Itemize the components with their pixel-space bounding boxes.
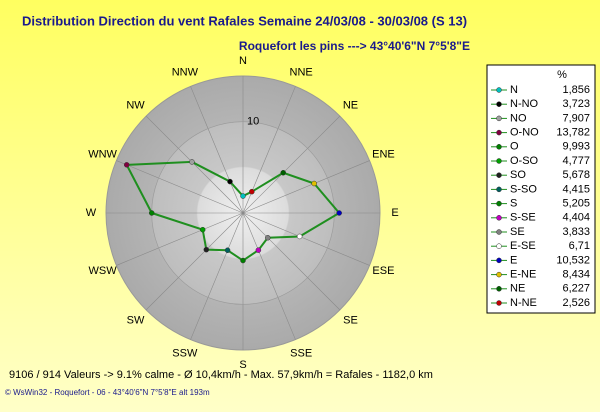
legend-label: E-SE [510, 240, 536, 252]
legend-marker [496, 172, 502, 178]
compass-label: E [391, 207, 398, 219]
radar-point [311, 180, 317, 187]
legend-value: 9,993 [562, 141, 590, 153]
legend-title: % [557, 69, 567, 81]
spoke [242, 160, 370, 214]
radar-point [280, 170, 286, 176]
legend-label: S-SE [510, 212, 536, 224]
radar-point [249, 188, 255, 195]
legend-marker [496, 115, 502, 122]
spoke [242, 212, 370, 266]
legend-value: 3,723 [562, 98, 590, 110]
compass-label: W [86, 207, 97, 219]
compass-label: NW [126, 99, 145, 111]
radar-point [227, 178, 233, 185]
radar-point [189, 159, 195, 165]
radar-point [240, 257, 246, 264]
legend-marker [496, 257, 502, 264]
legend-marker [496, 271, 502, 278]
spoke [242, 212, 296, 340]
legend-value: 4,777 [562, 155, 590, 167]
legend-label: S-SO [510, 183, 537, 195]
spoke [116, 212, 244, 266]
radar-point [148, 210, 155, 216]
legend-marker [496, 229, 502, 235]
radial-tick-label: 10 [247, 116, 259, 128]
legend-label: SE [510, 226, 525, 238]
legend-label: E [510, 254, 517, 266]
compass-label: NNE [290, 66, 313, 78]
legend-marker [496, 200, 502, 207]
legend-label: N-NE [510, 297, 537, 309]
legend-value: 6,71 [569, 240, 590, 252]
legend-marker [496, 158, 502, 164]
legend-marker [496, 186, 502, 193]
radar-point [123, 162, 130, 168]
radar-point [240, 193, 246, 199]
compass-label: NNW [172, 66, 199, 78]
legend-label: NE [510, 283, 525, 295]
legend-value: 3,833 [562, 226, 590, 238]
legend-value: 4,415 [562, 183, 590, 195]
legend-value: 1,856 [562, 84, 590, 96]
spoke [116, 160, 244, 214]
legend-label: E-NE [510, 269, 536, 281]
compass-label: S [239, 359, 246, 371]
spoke [190, 212, 244, 340]
radar-point [265, 235, 271, 241]
credit: © WsWin32 - Roquefort - 06 - 43°40'6"N 7… [5, 388, 210, 397]
compass-label: ENE [372, 149, 395, 161]
compass-label: N [239, 55, 247, 67]
legend-value: 5,205 [562, 198, 590, 210]
legend-label: O-SO [510, 155, 539, 167]
compass-label: WSW [89, 265, 118, 277]
compass-label: NE [343, 99, 358, 111]
legend-value: 13,782 [556, 127, 590, 139]
spoke [145, 212, 244, 311]
radar-point [336, 210, 342, 216]
compass-label: SSW [172, 347, 198, 359]
legend-marker [496, 243, 502, 249]
footer: 9106 / 914 Valeurs -> 9.1% calme - Ø 10,… [9, 369, 433, 381]
legend-label: SO [510, 169, 526, 181]
legend-marker [496, 300, 502, 306]
compass-label: ESE [372, 265, 394, 277]
legend-value: 8,434 [562, 269, 590, 281]
chart-title: Distribution Direction du vent Rafales S… [22, 13, 467, 28]
spoke [190, 86, 244, 214]
spoke [145, 115, 244, 214]
spoke [242, 115, 341, 214]
legend-label: N-NO [510, 98, 539, 110]
compass-label: SSE [290, 347, 312, 359]
chart-subtitle: Roquefort les pins ---> 43°40'6"N 7°5'8"… [239, 39, 470, 53]
spoke [242, 212, 341, 311]
radar-point [255, 247, 262, 253]
legend-value: 2,526 [562, 297, 590, 309]
legend-marker [496, 144, 502, 150]
compass-label: SE [343, 314, 358, 326]
legend-marker [496, 215, 502, 221]
radar-point [296, 233, 303, 240]
legend-value: 5,678 [562, 169, 590, 181]
compass-label: SW [127, 314, 145, 326]
legend-value: 6,227 [562, 283, 590, 295]
legend-value: 10,532 [556, 254, 590, 266]
compass-label: WNW [88, 149, 117, 161]
legend-label: O-NO [510, 127, 539, 139]
legend-label: S [510, 198, 517, 210]
legend-marker [496, 129, 502, 136]
legend-label: O [510, 141, 519, 153]
radar-point [224, 247, 231, 254]
legend-label: NO [510, 112, 527, 124]
legend-marker [496, 101, 502, 107]
legend-value: 4,404 [562, 212, 590, 224]
legend-marker [496, 286, 502, 292]
legend-value: 7,907 [562, 112, 590, 124]
radar-point [199, 226, 206, 233]
legend-marker [496, 87, 502, 93]
legend-label: N [510, 84, 518, 96]
radar-point [203, 246, 210, 253]
